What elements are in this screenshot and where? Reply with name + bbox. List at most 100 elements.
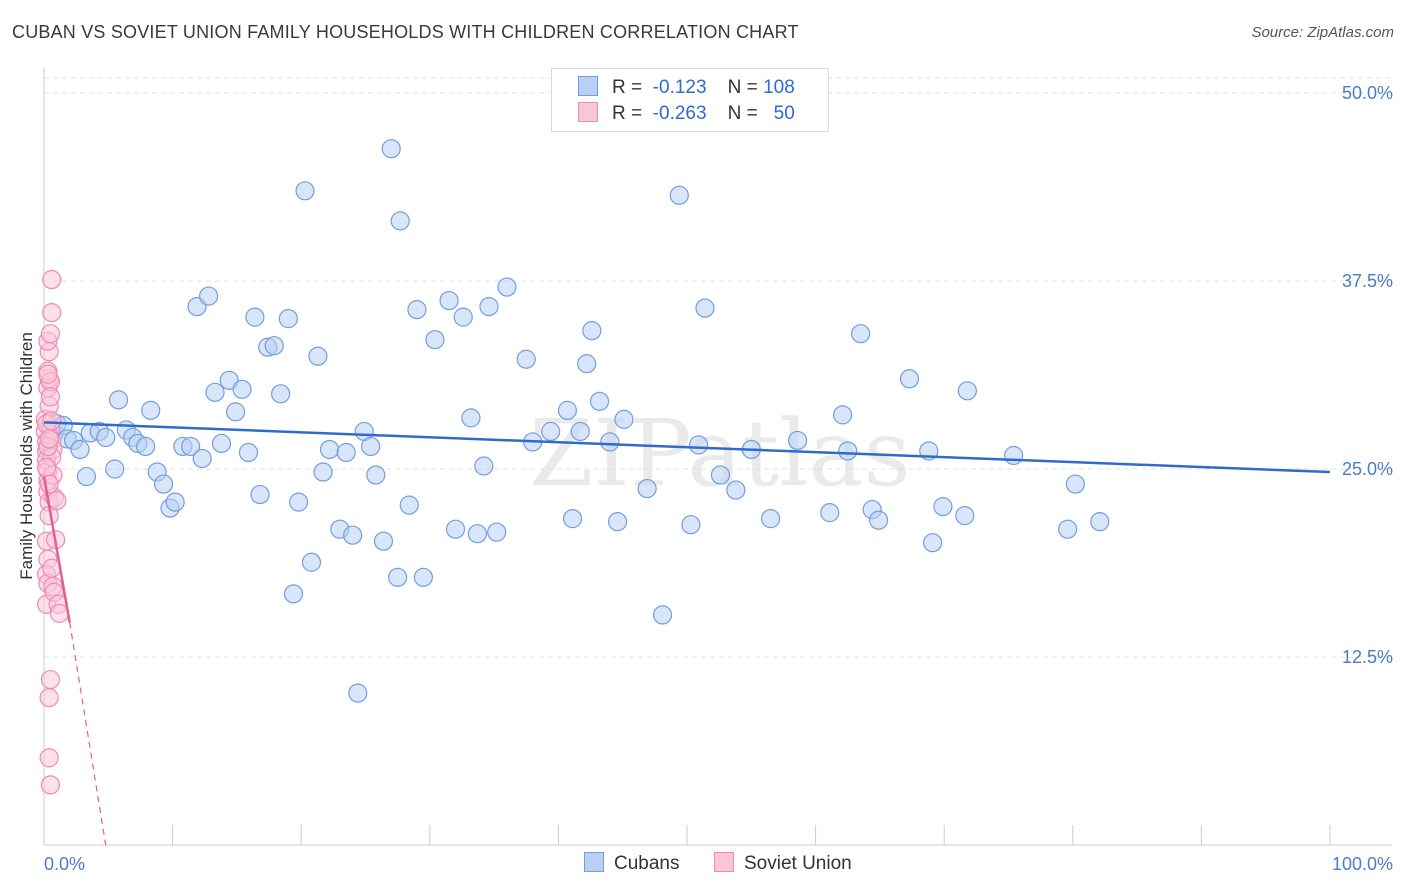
cubans-point (336, 442, 356, 463)
cubans-point (833, 405, 853, 425)
soviet-union-point (39, 474, 59, 494)
cubans-point (388, 567, 408, 587)
cubans-point (70, 439, 90, 460)
cubans-point (607, 512, 628, 532)
cubans-point (165, 492, 185, 512)
cubans-point (923, 533, 943, 553)
soviet-union-point (40, 775, 61, 795)
bottom-legend-soviet-union: Soviet Union (714, 852, 852, 875)
cubans-point (516, 349, 536, 369)
cubans-point (141, 400, 161, 420)
soviet-union-point (49, 603, 70, 623)
cubans-point (453, 307, 473, 327)
cubans-point (652, 605, 673, 625)
cubans-point (1004, 445, 1024, 466)
n-label: N = (727, 103, 758, 124)
soviet-union-swatch-icon (578, 102, 598, 122)
cubans-point (319, 439, 340, 460)
cubans-point (205, 382, 225, 402)
r-value: -0.263 (652, 103, 707, 124)
soviet-union-point (40, 324, 61, 344)
cubans-point (361, 436, 381, 457)
cubans-point (787, 430, 808, 451)
legend-label-soviet-union: Soviet Union (744, 853, 852, 874)
cubans-point (577, 354, 597, 374)
y-tick-label: 12.5% (1342, 647, 1393, 667)
cubans-point (407, 300, 427, 320)
r-label: R = (612, 77, 643, 98)
cubans-point (869, 510, 889, 530)
cubans-point (1058, 519, 1078, 539)
cubans-point (226, 402, 246, 422)
cubans-point (589, 391, 610, 411)
x-tick-label-max: 100.0% (1332, 854, 1393, 874)
legend-label-cubans: Cubans (614, 853, 680, 874)
cubans-point (487, 522, 507, 542)
cubans-point (726, 480, 746, 500)
cubans-point (851, 324, 871, 344)
n-label: N = (727, 77, 758, 98)
n-value: 108 (763, 77, 795, 98)
soviet-union-point (39, 748, 59, 768)
cubans-point (474, 456, 494, 476)
cubans-point (181, 436, 201, 457)
cubans-point (479, 296, 499, 317)
cubans-point (933, 497, 953, 517)
cubans-point (562, 509, 583, 529)
cubans-point (445, 519, 466, 539)
cubans-point (600, 432, 620, 452)
cubans-point (838, 441, 858, 461)
cubans-legend-icon (584, 852, 604, 872)
cubans-point (541, 421, 561, 442)
cubans-point (211, 433, 232, 454)
cubans-point (373, 531, 394, 551)
x-tick-label-min: 0.0% (44, 854, 85, 874)
cubans-swatch-icon (578, 76, 598, 96)
cubans-point (957, 381, 977, 401)
cubans-trend-line (43, 421, 1331, 474)
cubans-point (105, 459, 125, 479)
bottom-legend-cubans: Cubans (584, 852, 680, 875)
soviet-union-trend-extension (69, 622, 107, 846)
soviet-union-point (42, 269, 62, 290)
soviet-union-point (42, 303, 62, 323)
data-points (35, 139, 1110, 795)
cubans-point (497, 277, 517, 297)
soviet-union-point (36, 457, 57, 478)
cubans-point (308, 346, 328, 366)
legend-row-cubans: R = -0.123 N = 108 (578, 76, 795, 102)
cubans-point (399, 495, 419, 515)
cubans-point (439, 290, 459, 311)
y-tick-label: 50.0% (1342, 83, 1393, 103)
cubans-point (760, 509, 781, 529)
cubans-point (669, 185, 689, 205)
cubans-point (637, 478, 657, 499)
cubans-point (710, 465, 731, 485)
cubans-point (1065, 474, 1085, 494)
soviet-union-point (42, 411, 62, 431)
cubans-point (278, 309, 298, 329)
soviet-union-point (40, 669, 61, 690)
cubans-point (467, 524, 487, 544)
cubans-point (199, 286, 219, 306)
cubans-point (366, 465, 386, 485)
cubans-point (245, 307, 265, 327)
cubans-point (192, 448, 212, 469)
legend-row-soviet-union: R = -0.263 N = 50 (578, 102, 795, 128)
soviet-union-point (39, 688, 59, 708)
correlation-legend: R = -0.123 N = 108 R = -0.263 N = 50 (551, 68, 829, 132)
cubans-point (955, 506, 975, 526)
cubans-point (301, 552, 322, 572)
cubans-point (614, 409, 634, 429)
soviet-union-point (38, 364, 58, 384)
r-label: R = (612, 103, 643, 124)
r-value: -0.123 (652, 77, 707, 98)
cubans-point (461, 408, 481, 428)
soviet-union-point (39, 429, 59, 449)
cubans-point (557, 400, 578, 420)
cubans-point (390, 211, 410, 231)
cubans-point (289, 492, 309, 512)
trend-lines (42, 421, 1331, 846)
y-axis-label: Family Households with Children (17, 332, 36, 580)
